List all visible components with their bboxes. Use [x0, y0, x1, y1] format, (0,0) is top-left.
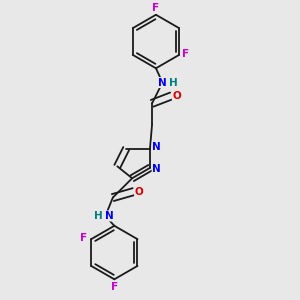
Text: H: H: [169, 77, 177, 88]
Text: O: O: [172, 91, 181, 101]
Text: F: F: [182, 49, 189, 59]
Text: H: H: [94, 211, 102, 221]
Text: O: O: [135, 187, 143, 196]
Text: N: N: [158, 77, 167, 88]
Text: N: N: [152, 164, 161, 174]
Text: F: F: [152, 3, 160, 13]
Text: F: F: [111, 282, 118, 292]
Text: N: N: [105, 211, 113, 221]
Text: F: F: [80, 233, 87, 243]
Text: N: N: [152, 142, 161, 152]
